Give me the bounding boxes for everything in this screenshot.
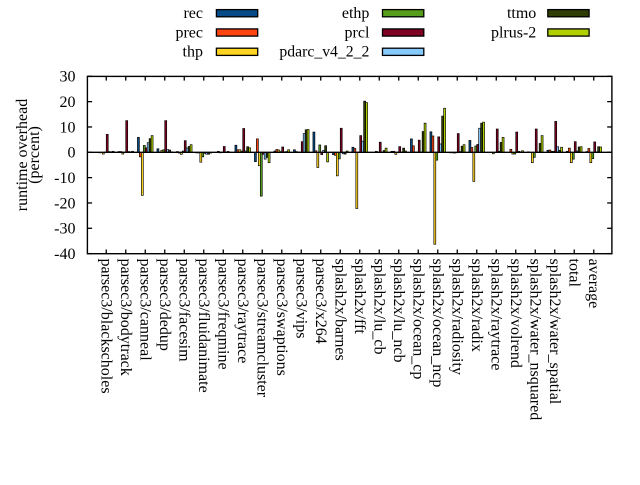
svg-text:pdarc_v4_2_2: pdarc_v4_2_2 <box>279 44 369 61</box>
svg-text:prcl: prcl <box>345 24 370 41</box>
svg-text:splash2x/ocean_cp: splash2x/ocean_cp <box>409 259 426 380</box>
svg-text:parsec3/blackscholes: parsec3/blackscholes <box>97 259 114 394</box>
svg-text:total: total <box>565 259 582 288</box>
svg-text:splash2x/radiosity: splash2x/radiosity <box>448 259 465 375</box>
svg-text:parsec3/canneal: parsec3/canneal <box>136 259 153 362</box>
svg-text:splash2x/fft: splash2x/fft <box>351 259 368 335</box>
svg-text:splash2x/radix: splash2x/radix <box>468 259 485 352</box>
svg-text:splash2x/raytrace: splash2x/raytrace <box>487 259 504 371</box>
svg-text:splash2x/water_nsquared: splash2x/water_nsquared <box>526 259 543 421</box>
svg-text:rec: rec <box>183 5 203 22</box>
svg-text:parsec3/x264: parsec3/x264 <box>312 259 329 344</box>
svg-text:parsec3/raytrace: parsec3/raytrace <box>234 259 251 364</box>
svg-text:parsec3/facesim: parsec3/facesim <box>175 259 192 363</box>
svg-text:parsec3/vips: parsec3/vips <box>292 259 309 339</box>
svg-text:parsec3/freqmine: parsec3/freqmine <box>214 259 231 370</box>
svg-text:parsec3/swaptions: parsec3/swaptions <box>273 259 290 376</box>
svg-text:ttmo: ttmo <box>507 5 536 22</box>
svg-text:parsec3/bodytrack: parsec3/bodytrack <box>117 259 134 376</box>
svg-text:ethp: ethp <box>342 5 370 22</box>
svg-text:average: average <box>585 259 602 309</box>
svg-text:splash2x/water_spatial: splash2x/water_spatial <box>546 259 563 405</box>
svg-text:-20: -20 <box>54 195 75 212</box>
svg-text:splash2x/lu_cb: splash2x/lu_cb <box>370 259 387 355</box>
svg-text:-40: -40 <box>54 246 75 263</box>
svg-text:prec: prec <box>175 24 203 41</box>
svg-text:plrus-2: plrus-2 <box>491 24 536 41</box>
svg-text:splash2x/ocean_ncp: splash2x/ocean_ncp <box>429 259 446 388</box>
svg-text:20: 20 <box>60 94 76 111</box>
svg-text:0: 0 <box>68 145 76 162</box>
svg-text:parsec3/streamcluster: parsec3/streamcluster <box>253 259 270 398</box>
svg-text:-10: -10 <box>54 170 75 187</box>
svg-text:10: 10 <box>60 119 76 136</box>
svg-text:splash2x/barnes: splash2x/barnes <box>331 259 348 361</box>
svg-text:thp: thp <box>183 44 203 61</box>
svg-text:parsec3/fluidanimate: parsec3/fluidanimate <box>195 259 212 393</box>
svg-text:-30: -30 <box>54 221 75 238</box>
svg-text:30: 30 <box>60 69 76 86</box>
svg-text:splash2x/volrend: splash2x/volrend <box>507 259 524 368</box>
svg-text:(percent): (percent) <box>26 126 43 184</box>
svg-text:parsec3/dedup: parsec3/dedup <box>156 259 173 351</box>
svg-text:splash2x/lu_ncb: splash2x/lu_ncb <box>390 259 407 363</box>
